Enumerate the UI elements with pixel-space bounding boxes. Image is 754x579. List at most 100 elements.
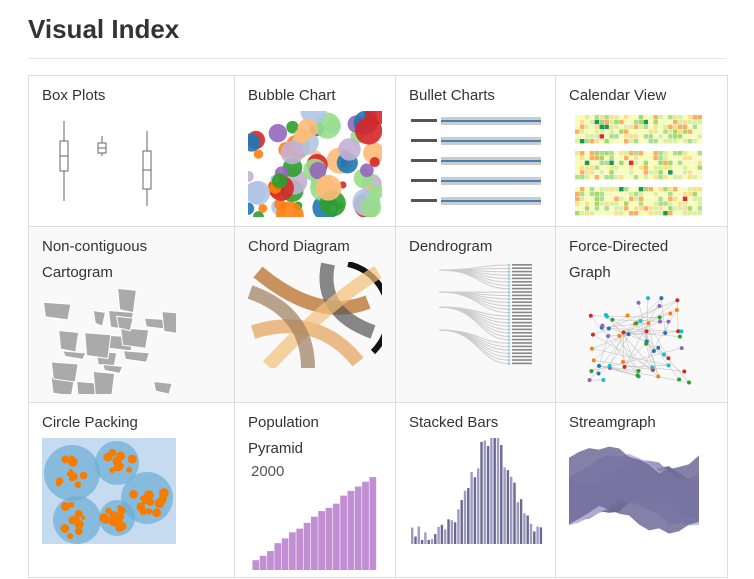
tile[interactable]: Bullet Charts: [395, 75, 556, 227]
tile[interactable]: Stacked Bars: [395, 402, 556, 578]
day: [614, 170, 619, 175]
bar: [526, 515, 529, 544]
node: [607, 363, 612, 368]
tile[interactable]: Calendar View: [555, 75, 728, 227]
node: [622, 364, 627, 369]
day: [633, 124, 639, 129]
link: [438, 291, 510, 314]
bar: [310, 516, 318, 570]
tile[interactable]: Non-contiguous Cartogram: [28, 226, 235, 403]
edge: [592, 334, 653, 371]
state: [58, 329, 80, 353]
tile[interactable]: Chord Diagram: [234, 226, 396, 403]
day: [673, 165, 678, 170]
day: [663, 196, 668, 201]
day: [633, 201, 639, 206]
leaf: [507, 277, 511, 280]
day: [643, 124, 649, 129]
day: [658, 139, 663, 144]
bar: [516, 502, 519, 544]
day: [575, 191, 580, 197]
tile[interactable]: Dendrogram: [395, 226, 556, 403]
edge: [623, 332, 680, 337]
state: [92, 309, 106, 328]
day: [648, 187, 653, 192]
day: [579, 160, 585, 165]
day: [609, 206, 614, 211]
tile[interactable]: Population Pyramid 2000: [234, 402, 396, 578]
bar: [447, 519, 450, 544]
day: [673, 175, 678, 180]
day: [658, 165, 663, 170]
divider: [28, 58, 726, 59]
day: [687, 160, 693, 165]
day: [628, 129, 634, 134]
node: [589, 369, 594, 374]
leaf-label: [512, 318, 532, 320]
day: [648, 165, 653, 170]
day: [677, 196, 683, 201]
tile[interactable]: Box Plots: [28, 75, 235, 227]
day: [614, 119, 619, 125]
day: [682, 175, 688, 180]
day: [653, 201, 658, 206]
day: [599, 151, 604, 156]
day: [584, 196, 590, 201]
day: [609, 175, 614, 180]
day: [584, 129, 590, 134]
tile-label: Dendrogram: [409, 238, 493, 255]
tile[interactable]: Streamgraph: [555, 402, 728, 578]
day: [614, 139, 619, 144]
day: [687, 119, 693, 125]
day: [663, 211, 668, 216]
state: [76, 380, 100, 394]
day: [697, 196, 702, 201]
day: [624, 124, 629, 129]
bubble: [258, 203, 268, 213]
day: [604, 160, 609, 165]
tile[interactable]: Bubble Chart: [234, 75, 396, 227]
day: [604, 211, 609, 216]
day: [619, 119, 624, 125]
day: [614, 124, 619, 129]
day: [633, 160, 639, 165]
edge: [608, 328, 682, 332]
day: [638, 196, 644, 201]
day: [638, 134, 644, 139]
bar: [477, 468, 480, 544]
day: [609, 211, 614, 216]
day: [604, 201, 609, 206]
edge: [638, 302, 659, 377]
leaf-label: [512, 264, 532, 266]
day: [658, 129, 663, 134]
edge: [677, 300, 679, 332]
bar: [274, 543, 282, 570]
leaf: [74, 481, 82, 489]
leaf: [507, 324, 511, 328]
day: [658, 175, 663, 180]
bubble: [338, 138, 361, 161]
day: [579, 165, 585, 170]
day: [584, 134, 590, 139]
day: [599, 187, 604, 192]
day: [692, 165, 698, 170]
bar: [460, 499, 463, 544]
day: [633, 211, 639, 216]
node: [644, 329, 649, 334]
day: [697, 155, 702, 161]
day: [624, 196, 629, 201]
day: [697, 201, 702, 206]
tile[interactable]: Force-Directed Graph: [555, 226, 728, 403]
day: [628, 139, 634, 144]
tile[interactable]: Circle Packing: [28, 402, 235, 578]
bubble: [248, 202, 255, 215]
day: [697, 115, 702, 120]
bubble: [253, 149, 264, 159]
day: [677, 151, 683, 156]
day: [575, 170, 580, 175]
day: [619, 170, 624, 175]
day: [619, 191, 624, 197]
state: [42, 301, 72, 321]
day: [658, 201, 663, 206]
day: [653, 206, 658, 211]
